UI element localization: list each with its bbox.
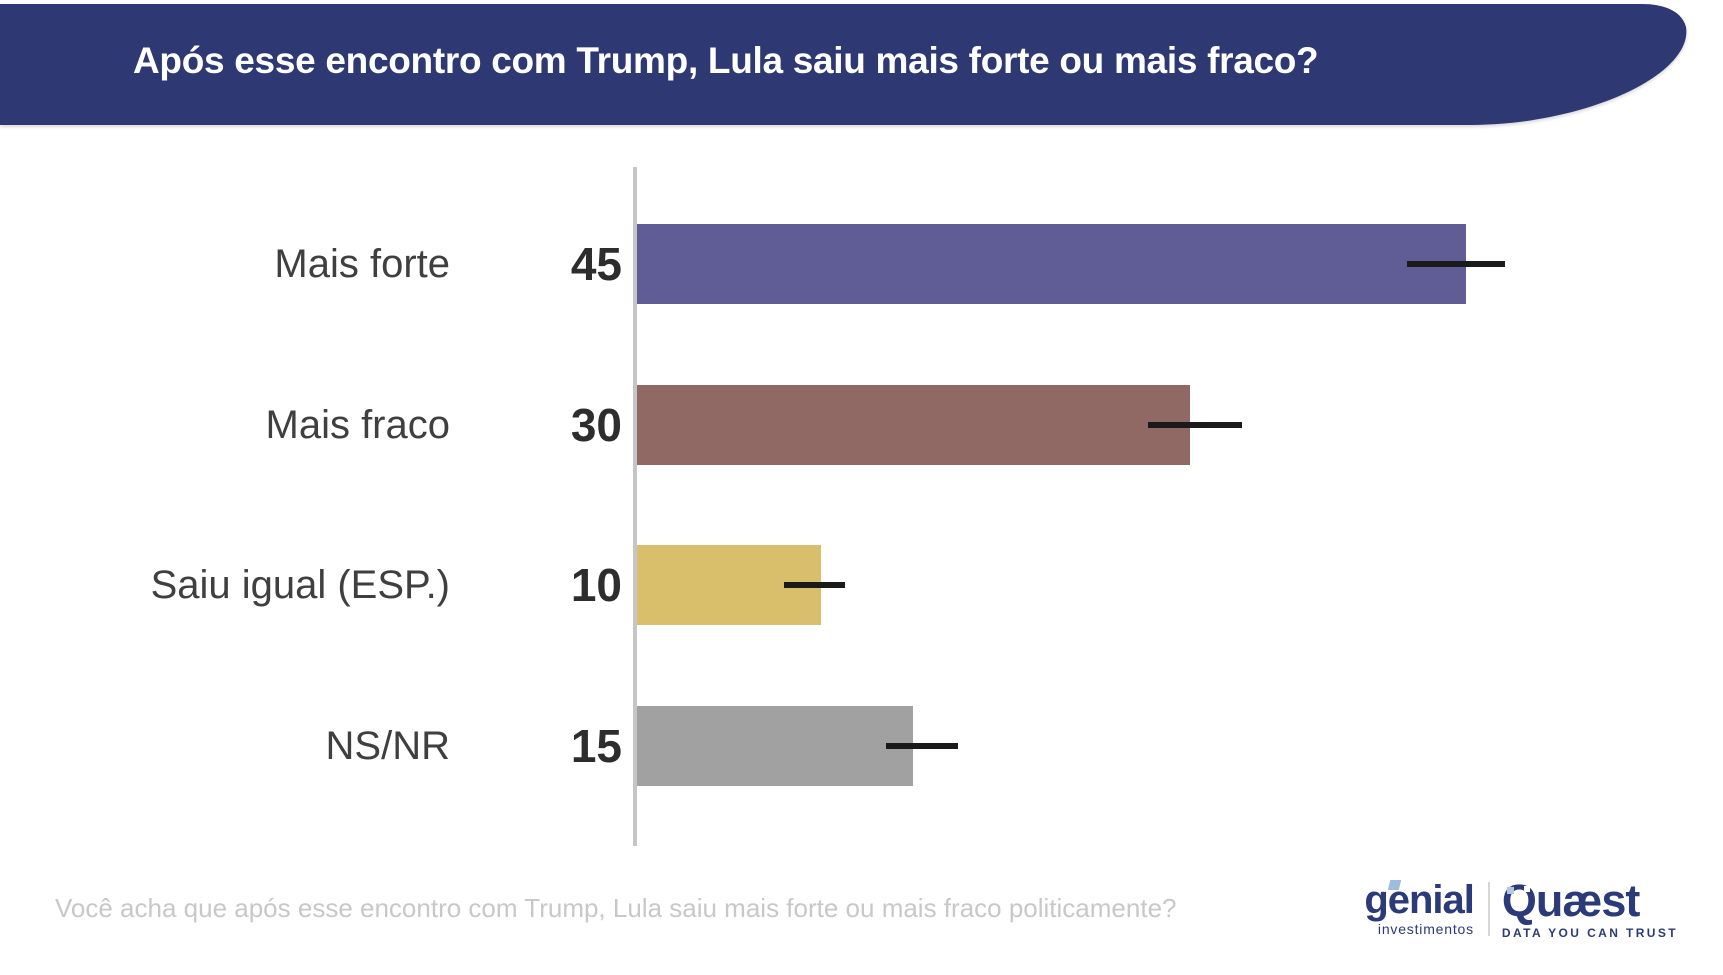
category-label: Mais forte <box>274 242 450 286</box>
genial-wordmark: genial <box>1364 878 1475 922</box>
page-title: Após esse encontro com Trump, Lula saiu … <box>133 40 1319 81</box>
quaest-tagline: DATA YOU CAN TRUST <box>1501 926 1678 940</box>
header-band <box>0 4 1687 125</box>
error-bar <box>1148 422 1242 428</box>
genial-subtitle: investimentos <box>1377 921 1474 937</box>
quaest-pixel-icon <box>1506 887 1514 894</box>
quaest-wordmark: Quæst <box>1502 878 1678 923</box>
survey-question-footnote: Você acha que após esse encontro com Tru… <box>55 893 1177 923</box>
branding-logos: genial investimentos Quæst DATA YOU CAN … <box>1364 878 1678 940</box>
category-label: Mais fraco <box>265 403 451 447</box>
header-band-shape <box>0 4 1687 125</box>
value-label: 30 <box>570 399 622 451</box>
value-label: 10 <box>570 559 622 611</box>
value-label: 15 <box>570 720 622 772</box>
bar <box>637 706 913 786</box>
quaest-logo: Quæst DATA YOU CAN TRUST <box>1501 878 1678 940</box>
quaest-pixel-icon <box>1523 886 1530 892</box>
logo-divider <box>1487 882 1490 936</box>
error-bar <box>784 582 845 588</box>
bar <box>637 385 1190 465</box>
error-bar <box>1407 261 1505 267</box>
category-label: Saiu igual (ESP.) <box>150 563 450 607</box>
bar <box>637 224 1466 304</box>
category-label: NS/NR <box>325 724 450 768</box>
genial-logo: genial investimentos <box>1364 880 1488 937</box>
quaest-pixel-icon <box>1515 894 1523 901</box>
value-label: 45 <box>570 238 622 290</box>
quaest-wordmark-text: Quæst <box>1501 875 1641 926</box>
error-bar <box>886 743 958 749</box>
chart-axis-line <box>633 167 637 846</box>
